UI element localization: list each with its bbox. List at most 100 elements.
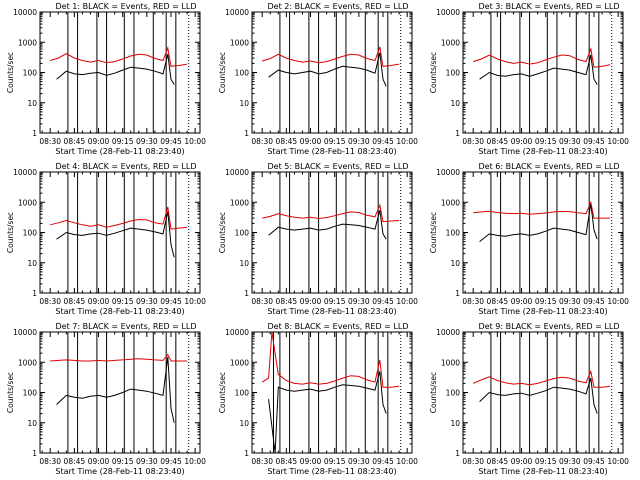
x-tick-label: 10:00 [184,297,206,306]
x-tick-label: 09:45 [160,457,182,466]
panel-title: Det 7: BLACK = Events, RED = LLD [56,322,197,331]
x-tick-label: 08:30 [39,457,61,466]
series-lld-line [262,203,400,223]
y-tick-label: 1000 [441,38,460,47]
y-tick-label: 1 [244,289,249,298]
x-tick-label: 09:00 [88,297,110,306]
series-events-line [479,203,598,242]
x-tick-label: 09:15 [324,297,346,306]
x-tick-label: 10:00 [184,457,206,466]
x-tick-label: 09:00 [88,137,110,146]
series-events-line [268,52,387,87]
x-axis-label: Start Time (28-Feb-11 08:23:40) [478,467,607,476]
x-axis-label: Start Time (28-Feb-11 08:23:40) [55,147,184,156]
detector-panel-7: 1 10 100 1000 10000 08:30 08:45 09:00 09:15 09:30… [6,322,206,476]
x-tick-label: 08:45 [276,297,298,306]
x-tick-label: 09:45 [160,137,182,146]
y-tick-label: 1000 [18,38,37,47]
x-tick-label: 08:30 [462,297,484,306]
y-tick-label: 10 [27,259,37,268]
y-tick-label: 1000 [18,358,37,367]
y-tick-label: 100 [23,389,38,398]
detector-panel-5: 1 10 100 1000 10000 08:30 08:45 09:00 09:15 09:30… [218,162,418,316]
y-tick-label: 1 [455,129,460,138]
x-tick-label: 08:30 [462,457,484,466]
detector-panel-4: 1 10 100 1000 10000 08:30 08:45 09:00 09:15 09:30… [6,162,206,316]
y-axis-label: Counts/sec [6,212,15,253]
x-axis-label: Start Time (28-Feb-11 08:23:40) [478,307,607,316]
y-tick-label: 10 [239,419,249,428]
series-lld-line [50,206,188,230]
x-tick-label: 09:15 [535,137,557,146]
x-tick-label: 10:00 [607,297,629,306]
y-tick-label: 1 [32,289,37,298]
x-tick-label: 09:15 [112,297,134,306]
detector-panel-9: 1 10 100 1000 10000 08:30 08:45 09:00 09:15 09:30… [429,322,629,476]
series-lld-line [50,46,188,67]
x-tick-label: 08:30 [251,457,273,466]
y-tick-label: 10 [450,259,460,268]
panel-title: Det 9: BLACK = Events, RED = LLD [479,322,620,331]
x-axis-label: Start Time (28-Feb-11 08:23:40) [267,307,396,316]
x-tick-label: 09:45 [583,457,605,466]
x-tick-label: 08:30 [251,297,273,306]
x-axis-label: Start Time (28-Feb-11 08:23:40) [55,307,184,316]
x-tick-label: 09:45 [372,137,394,146]
x-tick-label: 08:45 [276,137,298,146]
x-tick-label: 09:45 [160,297,182,306]
x-tick-label: 10:00 [607,457,629,466]
x-tick-label: 09:45 [583,137,605,146]
x-tick-label: 09:15 [535,297,557,306]
x-tick-label: 09:00 [511,457,533,466]
y-tick-label: 100 [235,389,250,398]
y-tick-label: 100 [446,69,461,78]
y-tick-label: 10000 [436,328,460,337]
x-axis-label: Start Time (28-Feb-11 08:23:40) [478,147,607,156]
y-tick-label: 10 [27,99,37,108]
x-tick-label: 10:00 [396,457,418,466]
x-tick-label: 09:30 [559,457,581,466]
series-lld-line [473,47,611,68]
y-tick-label: 1 [244,129,249,138]
y-tick-label: 1 [32,449,37,458]
y-axis-label: Counts/sec [218,52,227,93]
series-events-line [268,371,387,454]
x-tick-label: 08:45 [487,457,509,466]
y-axis-label: Counts/sec [6,372,15,413]
series-lld-line [261,331,400,388]
x-tick-label: 09:45 [372,457,394,466]
x-tick-label: 09:30 [136,457,158,466]
y-tick-label: 1000 [230,198,249,207]
y-tick-label: 1000 [441,198,460,207]
y-tick-label: 100 [23,69,38,78]
x-tick-label: 10:00 [396,137,418,146]
x-tick-label: 09:00 [300,297,322,306]
x-tick-label: 09:45 [583,297,605,306]
panel-title: Det 1: BLACK = Events, RED = LLD [56,2,197,11]
y-tick-label: 10000 [225,168,249,177]
x-tick-label: 09:00 [88,457,110,466]
x-tick-label: 10:00 [184,137,206,146]
panel-title: Det 6: BLACK = Events, RED = LLD [479,162,620,171]
x-tick-label: 09:30 [348,137,370,146]
y-tick-label: 10 [450,419,460,428]
y-axis-label: Counts/sec [429,52,438,93]
y-tick-label: 10 [27,419,37,428]
x-axis-label: Start Time (28-Feb-11 08:23:40) [55,467,184,476]
x-tick-label: 08:45 [64,457,86,466]
y-tick-label: 10000 [13,328,37,337]
y-tick-label: 10 [450,99,460,108]
y-tick-label: 1 [455,449,460,458]
x-tick-label: 09:15 [112,457,134,466]
y-tick-label: 10000 [436,8,460,17]
x-tick-label: 10:00 [396,297,418,306]
y-axis-label: Counts/sec [218,212,227,253]
panel-title: Det 2: BLACK = Events, RED = LLD [268,2,409,11]
x-tick-label: 09:15 [324,137,346,146]
x-tick-label: 09:00 [511,137,533,146]
x-tick-label: 08:45 [64,297,86,306]
x-tick-label: 08:30 [39,137,61,146]
y-tick-label: 10000 [225,8,249,17]
series-events-line [56,356,175,423]
series-events-line [56,211,175,258]
